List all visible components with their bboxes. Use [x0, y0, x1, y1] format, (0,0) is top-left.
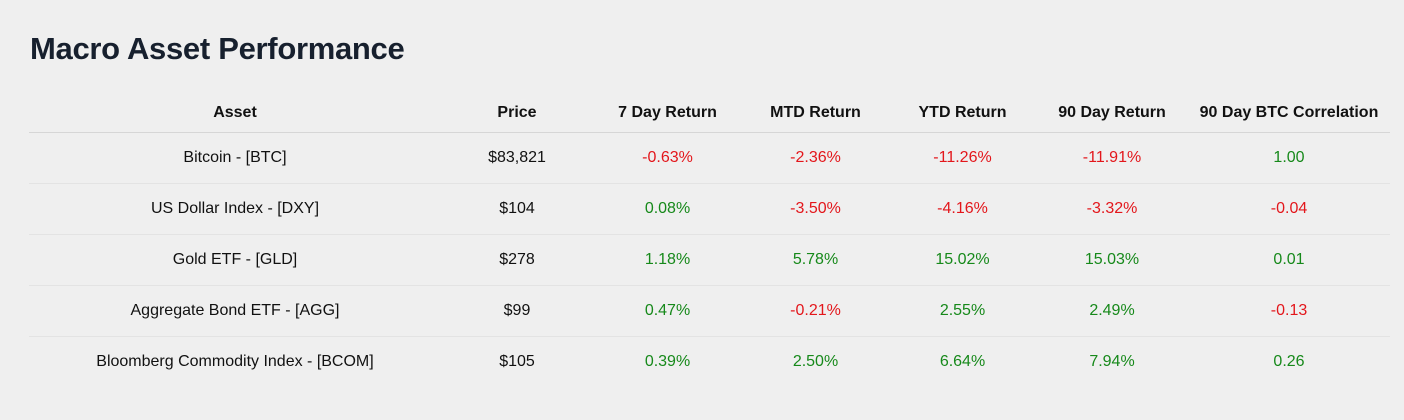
- cell-7-day-return: 0.08%: [593, 183, 742, 235]
- cell-90-day-btc-correlation: 1.00: [1188, 132, 1390, 184]
- cell-ytd-return: -11.26%: [889, 132, 1036, 184]
- cell-price: $83,821: [441, 132, 593, 184]
- cell-90-day-return: -3.32%: [1036, 183, 1188, 235]
- cell-7-day-return: 0.39%: [644, 353, 691, 370]
- cell-mtd-return: -3.50%: [742, 183, 889, 235]
- cell-mtd-return: -2.36%: [742, 132, 889, 184]
- cell-price: $99: [441, 285, 593, 337]
- cell-price: $104: [441, 183, 593, 235]
- column-header-90-day-return: 90 Day Return: [1036, 90, 1188, 133]
- cell-asset: Aggregate Bond ETF - [AGG]: [29, 285, 441, 337]
- cell-90-day-btc-correlation: 0.01: [1188, 234, 1390, 286]
- column-header-ytd-return: YTD Return: [889, 90, 1036, 133]
- cell-asset: Bitcoin - [BTC]: [29, 132, 441, 184]
- cell-ytd-return: 15.02%: [889, 234, 1036, 286]
- page-title: Macro Asset Performance: [30, 31, 405, 66]
- cell-ytd-return: 6.64%: [939, 353, 986, 370]
- table-header-row: Asset Price 7 Day Return MTD Return YTD …: [29, 90, 1390, 133]
- column-header-asset: Asset: [29, 90, 441, 133]
- cell-mtd-return: -0.21%: [742, 285, 889, 337]
- table-row: Bitcoin - [BTC] $83,821 -0.63% -2.36% -1…: [29, 132, 1390, 184]
- table-row: US Dollar Index - [DXY] $104 0.08% -3.50…: [29, 183, 1390, 235]
- cell-90-day-return: 15.03%: [1036, 234, 1188, 286]
- cell-mtd-return: 5.78%: [742, 234, 889, 286]
- cell-90-day-btc-correlation: -0.04: [1188, 183, 1390, 235]
- cell-7-day-return: 1.18%: [593, 234, 742, 286]
- table-row: Aggregate Bond ETF - [AGG] $99 0.47% -0.…: [29, 285, 1390, 337]
- cell-90-day-btc-correlation: 0.26: [1273, 353, 1305, 370]
- cell-ytd-return: -4.16%: [889, 183, 1036, 235]
- column-header-price: Price: [441, 90, 593, 133]
- cell-asset: Bloomberg Commodity Index - [BCOM]: [96, 353, 374, 370]
- cell-90-day-btc-correlation: -0.13: [1188, 285, 1390, 337]
- column-header-90-day-btc-correlation: 90 Day BTC Correlation: [1188, 90, 1390, 133]
- cell-mtd-return: 2.50%: [792, 353, 839, 370]
- cell-90-day-return: 7.94%: [1089, 353, 1135, 370]
- cell-7-day-return: -0.63%: [593, 132, 742, 184]
- cell-asset: Gold ETF - [GLD]: [29, 234, 441, 286]
- cell-price: $278: [441, 234, 593, 286]
- cell-price: $105: [499, 353, 535, 370]
- table-row: Gold ETF - [GLD] $278 1.18% 5.78% 15.02%…: [29, 234, 1390, 286]
- cell-ytd-return: 2.55%: [889, 285, 1036, 337]
- cell-asset: US Dollar Index - [DXY]: [29, 183, 441, 235]
- column-header-7-day-return: 7 Day Return: [593, 90, 742, 133]
- column-header-mtd-return: MTD Return: [742, 90, 889, 133]
- cell-7-day-return: 0.47%: [593, 285, 742, 337]
- table-row: Bloomberg Commodity Index - [BCOM] $105 …: [29, 337, 1390, 388]
- cell-90-day-return: 2.49%: [1036, 285, 1188, 337]
- cell-90-day-return: -11.91%: [1036, 132, 1188, 184]
- performance-table: Asset Price 7 Day Return MTD Return YTD …: [29, 90, 1390, 387]
